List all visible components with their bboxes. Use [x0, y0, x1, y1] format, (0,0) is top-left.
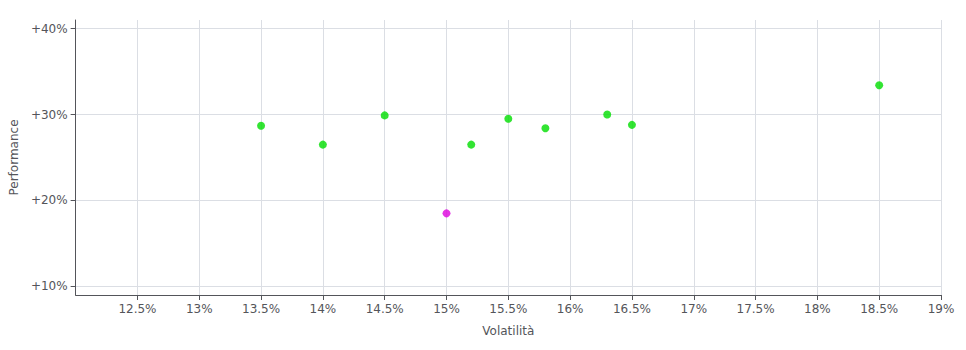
svg-text:+30%: +30% [31, 108, 68, 122]
svg-text:Volatilità: Volatilità [482, 324, 534, 338]
svg-text:17%: 17% [680, 302, 707, 316]
svg-text:14%: 14% [310, 302, 337, 316]
svg-text:14.5%: 14.5% [366, 302, 404, 316]
svg-text:19%: 19% [928, 302, 955, 316]
svg-text:13.5%: 13.5% [242, 302, 280, 316]
svg-text:15.5%: 15.5% [489, 302, 527, 316]
svg-text:Performance: Performance [7, 119, 21, 195]
svg-text:15%: 15% [433, 302, 460, 316]
svg-text:16.5%: 16.5% [613, 302, 651, 316]
svg-text:16%: 16% [557, 302, 584, 316]
svg-text:12.5%: 12.5% [118, 302, 156, 316]
svg-text:17.5%: 17.5% [737, 302, 775, 316]
svg-text:18%: 18% [804, 302, 831, 316]
svg-text:+40%: +40% [31, 22, 68, 36]
svg-text:18.5%: 18.5% [860, 302, 898, 316]
svg-text:+20%: +20% [31, 193, 68, 207]
svg-text:+10%: +10% [31, 279, 68, 293]
svg-text:13%: 13% [186, 302, 213, 316]
